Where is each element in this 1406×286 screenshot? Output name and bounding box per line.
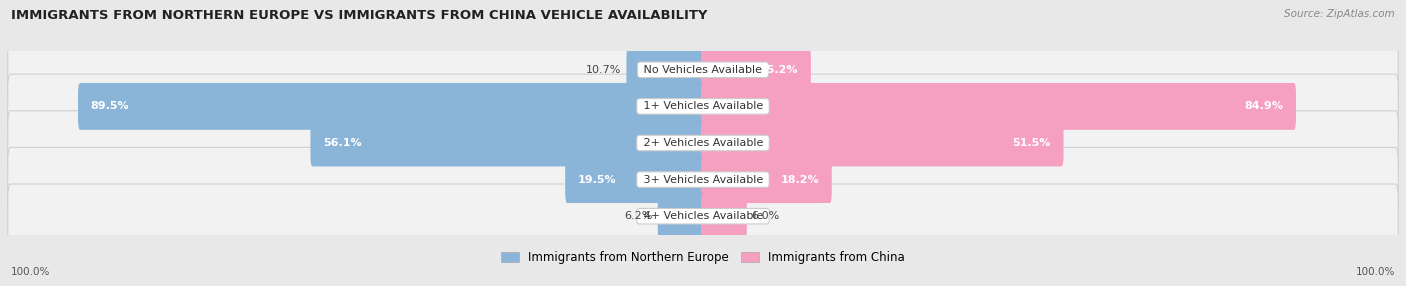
Text: 4+ Vehicles Available: 4+ Vehicles Available — [640, 211, 766, 221]
Text: 100.0%: 100.0% — [11, 267, 51, 277]
Text: No Vehicles Available: No Vehicles Available — [640, 65, 766, 75]
FancyBboxPatch shape — [658, 193, 704, 240]
FancyBboxPatch shape — [702, 83, 1296, 130]
Text: 2+ Vehicles Available: 2+ Vehicles Available — [640, 138, 766, 148]
Legend: Immigrants from Northern Europe, Immigrants from China: Immigrants from Northern Europe, Immigra… — [496, 247, 910, 269]
FancyBboxPatch shape — [627, 46, 704, 93]
Text: 56.1%: 56.1% — [323, 138, 361, 148]
FancyBboxPatch shape — [7, 37, 1399, 102]
FancyBboxPatch shape — [702, 46, 811, 93]
FancyBboxPatch shape — [7, 147, 1399, 212]
Text: 15.2%: 15.2% — [759, 65, 799, 75]
Text: 6.0%: 6.0% — [752, 211, 780, 221]
Text: 6.2%: 6.2% — [624, 211, 652, 221]
Text: 19.5%: 19.5% — [578, 175, 616, 184]
FancyBboxPatch shape — [7, 74, 1399, 139]
Text: 100.0%: 100.0% — [1355, 267, 1395, 277]
Text: 84.9%: 84.9% — [1244, 102, 1284, 111]
Text: 18.2%: 18.2% — [780, 175, 820, 184]
FancyBboxPatch shape — [702, 156, 832, 203]
Text: 1+ Vehicles Available: 1+ Vehicles Available — [640, 102, 766, 111]
FancyBboxPatch shape — [702, 193, 747, 240]
Text: IMMIGRANTS FROM NORTHERN EUROPE VS IMMIGRANTS FROM CHINA VEHICLE AVAILABILITY: IMMIGRANTS FROM NORTHERN EUROPE VS IMMIG… — [11, 9, 707, 21]
FancyBboxPatch shape — [565, 156, 704, 203]
Text: 10.7%: 10.7% — [586, 65, 621, 75]
Text: Source: ZipAtlas.com: Source: ZipAtlas.com — [1284, 9, 1395, 19]
Text: 89.5%: 89.5% — [90, 102, 129, 111]
FancyBboxPatch shape — [77, 83, 704, 130]
Text: 3+ Vehicles Available: 3+ Vehicles Available — [640, 175, 766, 184]
Text: 51.5%: 51.5% — [1012, 138, 1052, 148]
FancyBboxPatch shape — [7, 184, 1399, 249]
FancyBboxPatch shape — [7, 111, 1399, 175]
FancyBboxPatch shape — [311, 120, 704, 166]
FancyBboxPatch shape — [702, 120, 1063, 166]
